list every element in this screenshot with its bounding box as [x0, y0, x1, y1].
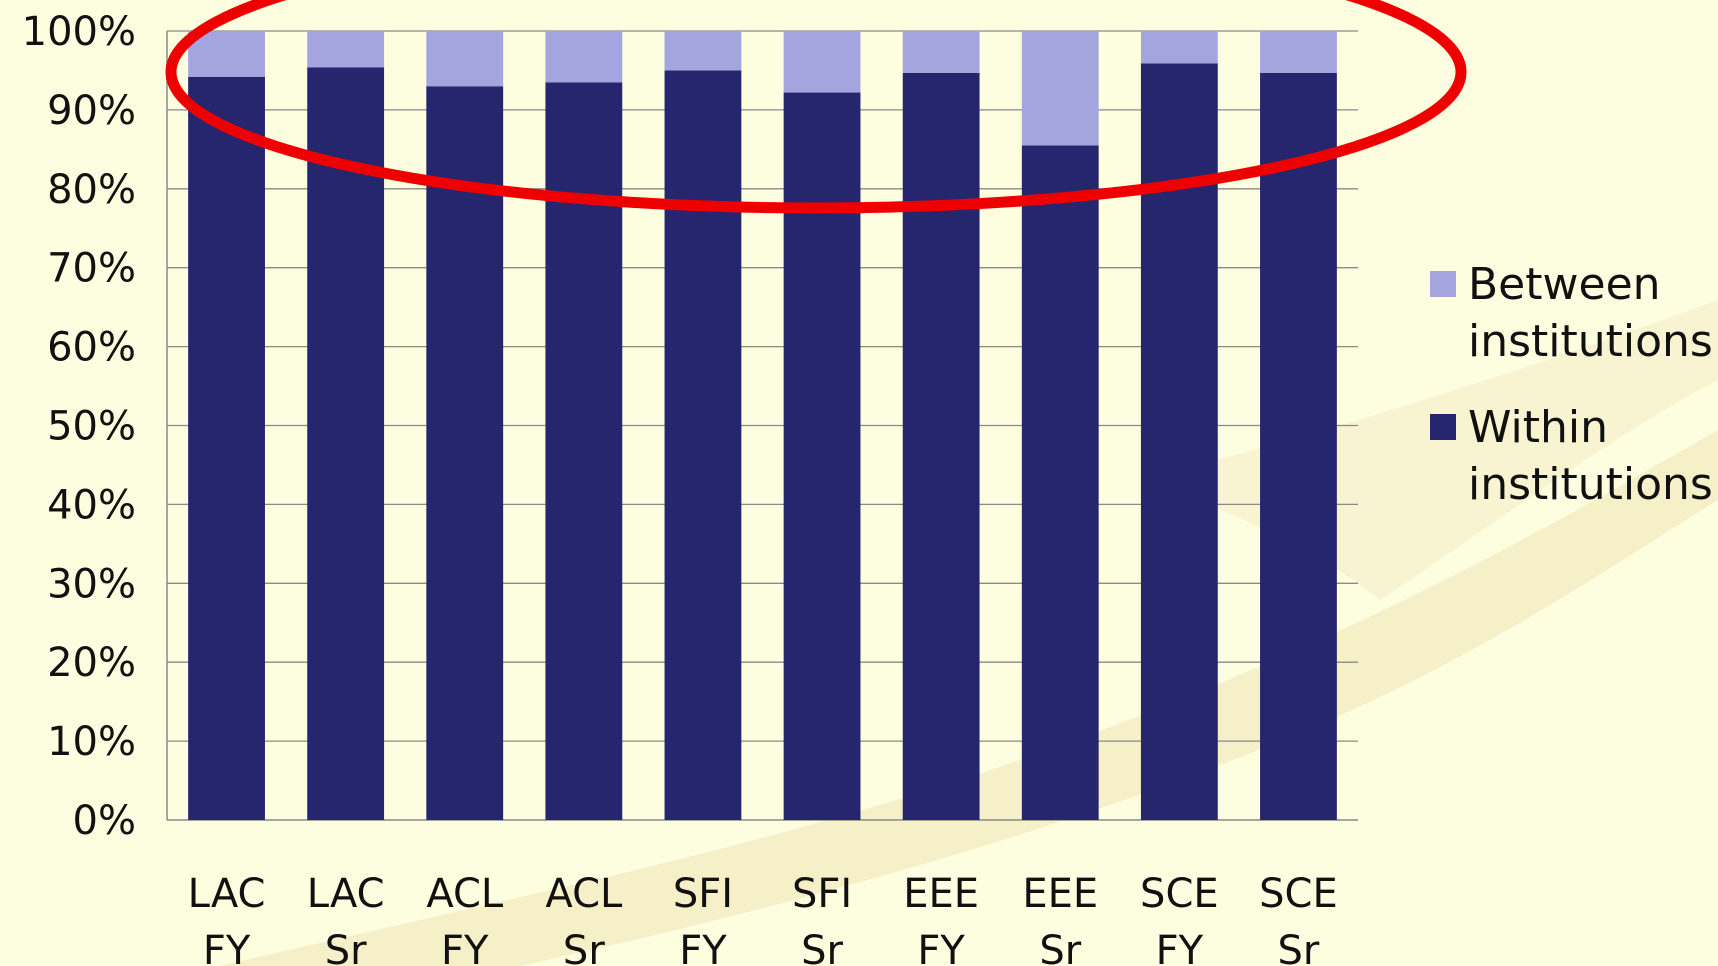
bar-segment-within	[188, 76, 265, 820]
bar-segment-between	[902, 31, 980, 73]
legend-swatch	[1430, 271, 1456, 297]
y-tick-label: 80%	[47, 167, 136, 213]
y-tick-label: 0%	[73, 798, 136, 844]
x-category-label: LAC	[307, 871, 385, 917]
bar-segment-between	[1140, 31, 1218, 64]
y-tick-label: 100%	[22, 9, 136, 55]
x-category-label: LAC	[188, 871, 266, 917]
x-category-label: SFI	[792, 871, 852, 917]
x-category-label: FY	[1156, 928, 1204, 966]
x-category-label: SCE	[1259, 871, 1338, 917]
y-tick-label: 10%	[47, 719, 136, 765]
bars	[188, 31, 1337, 821]
x-category-label: ACL	[545, 871, 623, 917]
annotation-ellipse	[165, 0, 1467, 214]
legend-label: institutions	[1468, 459, 1713, 510]
x-category-label: Sr	[1278, 928, 1320, 966]
bar-segment-between	[664, 31, 742, 71]
legend: Between institutions Within institutions	[1430, 259, 1713, 510]
bar-segment-within	[307, 67, 385, 820]
legend-label: Between	[1468, 259, 1661, 310]
x-category-label: FY	[679, 928, 727, 966]
legend-swatch	[1430, 414, 1456, 440]
bar-segment-within	[426, 86, 504, 821]
x-category-label: Sr	[1039, 928, 1081, 966]
x-category-label: SFI	[673, 871, 733, 917]
legend-label: Within	[1468, 402, 1608, 453]
x-category-label: EEE	[1022, 871, 1098, 917]
x-category-label: Sr	[801, 928, 843, 966]
bar-segment-between	[1260, 31, 1337, 73]
bar-segment-within	[1021, 145, 1099, 820]
x-category-label: FY	[441, 928, 489, 966]
x-category-label: EEE	[903, 871, 979, 917]
y-tick-label: 60%	[47, 325, 136, 371]
y-tick-label: 70%	[47, 246, 136, 292]
bar-segment-between	[188, 31, 265, 77]
bar-segment-within	[783, 92, 861, 821]
x-category-label: ACL	[426, 871, 504, 917]
legend-label: institutions	[1468, 316, 1713, 367]
bar-segment-within	[1260, 72, 1337, 820]
y-axis-tick-labels: 0% 10% 20% 30% 40% 50% 60% 70% 80% 90% 100%	[22, 9, 136, 844]
highlight-ellipse	[165, 0, 1467, 214]
bar-segment-within	[664, 70, 742, 820]
x-category-label: Sr	[325, 928, 367, 966]
y-tick-label: 20%	[47, 640, 136, 686]
bar-segment-between	[307, 31, 385, 68]
bar-segment-between	[426, 31, 504, 87]
y-tick-label: 40%	[47, 482, 136, 528]
y-tick-label: 50%	[47, 404, 136, 450]
bar-segment-between	[783, 31, 861, 93]
y-tick-label: 30%	[47, 561, 136, 607]
x-category-label: SCE	[1140, 871, 1219, 917]
x-category-label: FY	[917, 928, 965, 966]
y-tick-label: 90%	[47, 88, 136, 134]
x-axis-category-labels: LAC FY LAC Sr ACL FY ACL Sr SFI FY SFI Sr EEE FY EEE Sr…	[188, 871, 1338, 966]
x-category-label: Sr	[563, 928, 605, 966]
bar-segment-within	[902, 72, 980, 820]
bar-segment-between	[1021, 31, 1099, 146]
x-category-label: FY	[203, 928, 251, 966]
bar-segment-between	[545, 31, 623, 83]
